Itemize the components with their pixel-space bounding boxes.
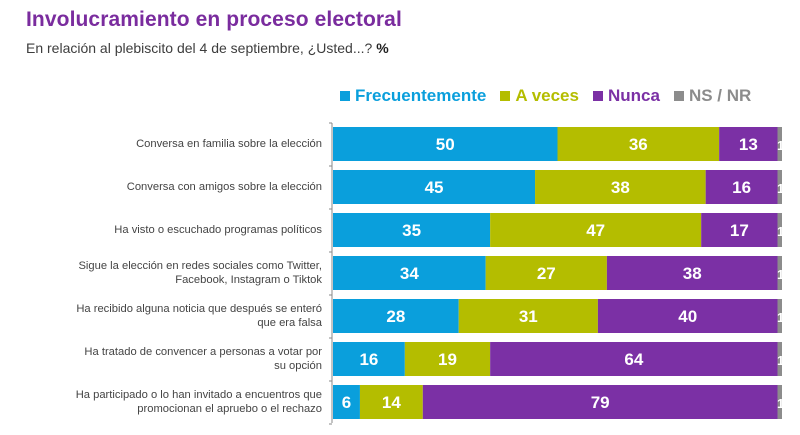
subtitle-unit: %: [376, 40, 389, 56]
legend-item-ns-nr: NS / NR: [673, 86, 752, 106]
bar-segment-ns-nr: [777, 213, 782, 247]
data-label: 1: [777, 396, 784, 411]
category-label-line: Ha recibido alguna noticia que después s…: [76, 303, 322, 315]
data-label: 40: [678, 307, 697, 326]
category-label-line: Conversa con amigos sobre la elección: [126, 181, 322, 193]
data-label: 31: [519, 307, 538, 326]
data-label: 1: [777, 267, 784, 282]
data-label: 13: [739, 135, 758, 154]
category-label: Ha visto o escuchado programas políticos: [22, 223, 322, 237]
category-label-line: su opción: [274, 360, 322, 372]
category-label-line: Sigue la elección en redes sociales como…: [78, 260, 322, 272]
legend-label: NS / NR: [688, 86, 752, 105]
bar-segment-a-veces: [359, 385, 423, 419]
data-label: 1: [777, 181, 784, 196]
category-label: Ha recibido alguna noticia que después s…: [22, 302, 322, 330]
data-label: 64: [624, 350, 643, 369]
bar-segment-nunca: [422, 385, 778, 419]
chart-title: Involucramiento en proceso electoral: [26, 8, 402, 31]
category-label: Conversa en familia sobre la elección: [22, 137, 322, 151]
bar-segment-nunca: [597, 299, 778, 333]
data-label: 36: [629, 135, 648, 154]
bar-segment-nunca: [705, 170, 778, 204]
data-label: 38: [683, 264, 702, 283]
bar-segment-ns-nr: [777, 299, 782, 333]
data-label: 50: [436, 135, 455, 154]
legend-swatch: [592, 91, 603, 101]
legend-swatch: [673, 91, 684, 101]
bar-segment-ns-nr: [777, 127, 782, 161]
data-label: 35: [402, 221, 421, 240]
data-label: 45: [425, 178, 444, 197]
bar-row: 16 19 64 1: [333, 342, 784, 376]
data-label: 47: [586, 221, 605, 240]
bar-segment-ns-nr: [777, 385, 782, 419]
subtitle-text: En relación al plebiscito del 4 de septi…: [26, 40, 373, 56]
bar-row: 50 36 13 1: [333, 127, 784, 161]
data-label: 28: [386, 307, 405, 326]
data-label: 19: [438, 350, 457, 369]
data-label: 6: [342, 393, 351, 412]
bar-segment-frecuentemente: [333, 170, 536, 204]
bar-segment-nunca: [701, 213, 778, 247]
category-label-line: promocionan el apruebo o el rechazo: [137, 403, 322, 415]
data-label: 1: [777, 310, 784, 325]
legend-swatch: [500, 91, 511, 101]
category-label-line: que era falsa: [257, 317, 322, 329]
bar-segment-frecuentemente: [333, 385, 360, 419]
bar-segment-frecuentemente: [333, 256, 486, 290]
data-label: 16: [359, 350, 378, 369]
bar-segment-a-veces: [404, 342, 491, 376]
bar-row: 45 38 16 1: [333, 170, 784, 204]
bar-segment-frecuentemente: [333, 342, 405, 376]
bar-segment-nunca: [490, 342, 778, 376]
chart-subtitle: En relación al plebiscito del 4 de septi…: [26, 40, 389, 56]
bar-segment-ns-nr: [777, 256, 782, 290]
bar-row: 34 27 38 1: [333, 256, 784, 290]
data-label: 1: [777, 353, 784, 368]
bar-segment-nunca: [606, 256, 778, 290]
data-label: 1: [777, 224, 784, 239]
bar-segment-a-veces: [557, 127, 720, 161]
bar-segment-a-veces: [535, 170, 706, 204]
bar-segment-ns-nr: [777, 170, 782, 204]
bar-segment-nunca: [719, 127, 778, 161]
bar-row: 28 31 40 1: [333, 299, 784, 333]
legend-item-frecuentemente: Frecuentemente: [340, 86, 486, 106]
category-label: Conversa con amigos sobre la elección: [22, 180, 322, 194]
category-label-line: Conversa en familia sobre la elección: [136, 138, 322, 150]
bar-segment-frecuentemente: [333, 127, 558, 161]
data-label: 17: [730, 221, 749, 240]
legend-swatch: [340, 91, 350, 101]
data-label: 27: [537, 264, 556, 283]
category-label-line: Ha visto o escuchado programas políticos: [114, 224, 322, 236]
data-label: 14: [382, 393, 401, 412]
bar-row: 6 14 79 1: [333, 385, 784, 419]
data-label: 79: [591, 393, 610, 412]
category-label: Ha tratado de convencer a personas a vot…: [22, 345, 322, 373]
category-label-line: Ha participado o lo han invitado a encue…: [75, 389, 322, 401]
legend-item-nunca: Nunca: [592, 86, 660, 106]
bar-segment-a-veces: [458, 299, 598, 333]
bar-segment-a-veces: [485, 256, 607, 290]
legend-label: A veces: [515, 86, 579, 105]
chart-legend: Frecuentemente A veces Nunca NS / NR: [340, 86, 751, 106]
bar-row: 35 47 17 1: [333, 213, 784, 247]
category-label-line: Facebook, Instagram o Tiktok: [175, 274, 322, 286]
data-label: 34: [400, 264, 419, 283]
legend-label: Nunca: [607, 86, 660, 105]
legend-label: Frecuentemente: [355, 86, 487, 105]
category-label: Ha participado o lo han invitado a encue…: [22, 388, 322, 416]
legend-item-a-veces: A veces: [500, 86, 579, 106]
bar-segment-ns-nr: [777, 342, 782, 376]
data-label: 16: [732, 178, 751, 197]
bar-segment-a-veces: [490, 213, 702, 247]
bar-segment-frecuentemente: [333, 299, 459, 333]
bar-segment-frecuentemente: [333, 213, 491, 247]
data-label: 38: [611, 178, 630, 197]
category-label: Sigue la elección en redes sociales como…: [22, 259, 322, 287]
category-label-line: Ha tratado de convencer a personas a vot…: [84, 346, 322, 358]
data-label: 1: [777, 138, 784, 153]
